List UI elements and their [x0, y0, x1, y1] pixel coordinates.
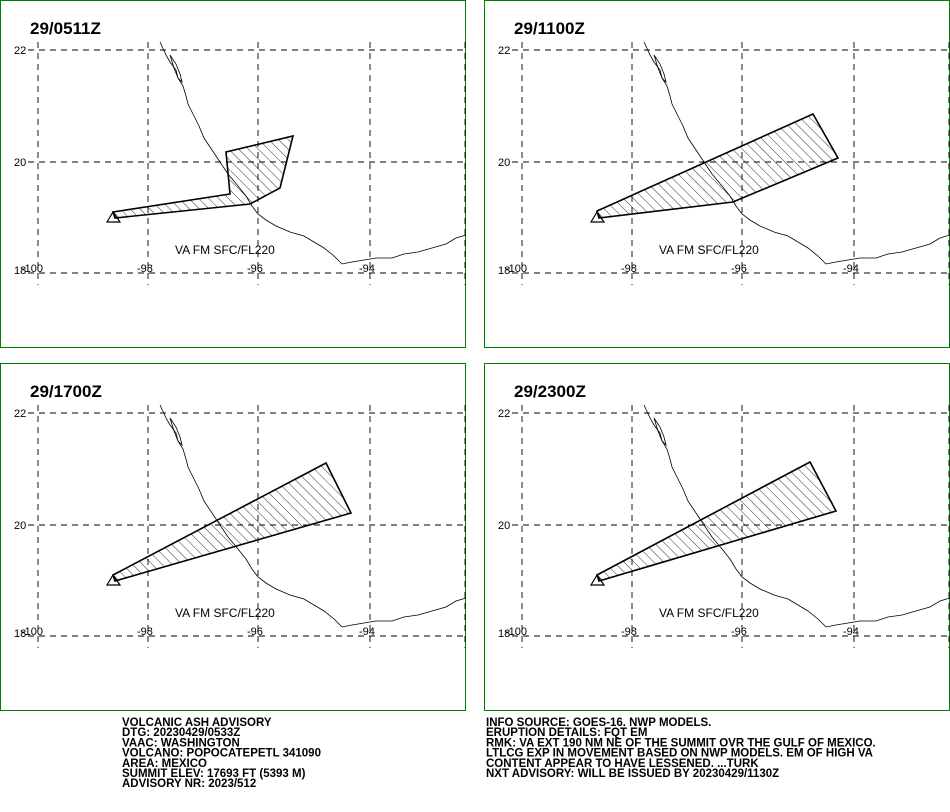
advisory-line: RMK: VA EXT 190 NM NE OF THE SUMMIT OVR …: [486, 737, 876, 749]
level-label: VA FM SFC/FL220: [175, 606, 275, 620]
lat-label: 22: [498, 45, 510, 57]
lat-label: 22: [14, 408, 26, 420]
volcano-symbol: [589, 573, 606, 586]
lat-label: 18: [14, 628, 26, 640]
lon-label: -96: [731, 626, 747, 638]
advisory-line: LTLCG EXP IN MOVEMENT BASED ON NWP MODEL…: [486, 748, 873, 760]
lon-label: -100: [21, 263, 43, 275]
time-label: 29/1100Z: [514, 19, 585, 38]
ash-area: [596, 460, 838, 582]
island: [653, 417, 667, 447]
panel-border: [0, 0, 466, 348]
advisory-line: CONTENT APPEAR TO HAVE LESSENED. ...TURK: [486, 758, 759, 770]
lat-label: 20: [498, 520, 510, 532]
lat-label: 20: [14, 520, 26, 532]
volcano-symbol: [105, 573, 122, 586]
level-label: VA FM SFC/FL220: [659, 243, 759, 257]
lat-label: 20: [498, 157, 510, 169]
map-panel: 29/2300Z VA FM SFC/FL220 22 20 18-100 -98 -96 -…: [484, 363, 950, 711]
lon-label: -96: [247, 626, 263, 638]
ash-area: [112, 461, 353, 582]
advisory-line: INFO SOURCE: GOES-16. NWP MODELS.: [486, 717, 711, 729]
lon-label: -98: [621, 263, 637, 275]
level-label: VA FM SFC/FL220: [659, 606, 759, 620]
level-label: VA FM SFC/FL220: [175, 243, 275, 257]
volcano-symbol: [105, 210, 122, 223]
lat-label: 18: [498, 265, 510, 277]
time-label: 29/2300Z: [514, 382, 586, 401]
island: [169, 54, 183, 84]
time-label: 29/0511Z: [30, 19, 101, 38]
lon-label: -96: [247, 263, 263, 275]
time-label: 29/1700Z: [30, 382, 102, 401]
ash-area: [111, 134, 295, 219]
volcano-symbol: [589, 210, 606, 223]
map-panel: 29/1100Z VA FM SFC/FL220 22 20 18-100 -98 -96 -…: [484, 0, 950, 348]
lon-label: -94: [843, 626, 859, 638]
lon-label: -98: [137, 626, 153, 638]
advisory-line: VOLCANO: POPOCATEPETL 341090: [122, 748, 321, 760]
panel-border: [0, 363, 466, 711]
advisory-line: NXT ADVISORY: WILL BE ISSUED BY 20230429…: [486, 768, 779, 780]
ash-area: [596, 112, 840, 219]
lon-label: -98: [621, 626, 637, 638]
island: [653, 54, 667, 84]
lon-label: -96: [731, 263, 747, 275]
coastline: [159, 41, 467, 265]
map-panel: 29/0511Z VA FM SFC/FL220 22 20 18-100 -98 -96 -…: [0, 0, 467, 348]
lat-label: 18: [14, 265, 26, 277]
coastline: [643, 41, 950, 265]
lat-label: 18: [498, 628, 510, 640]
advisory-line: VOLCANIC ASH ADVISORY: [122, 717, 272, 729]
coastline: [643, 404, 950, 628]
lon-label: -100: [505, 263, 527, 275]
island: [169, 417, 183, 447]
advisory-line: ERUPTION DETAILS: FQT EM: [486, 727, 647, 739]
lon-label: -98: [137, 263, 153, 275]
coastline: [159, 404, 467, 628]
lat-label: 22: [14, 45, 26, 57]
lon-label: -100: [505, 626, 527, 638]
advisory-line: VAAC: WASHINGTON: [122, 737, 240, 749]
lon-label: -94: [359, 263, 375, 275]
advisory-line: AREA: MEXICO: [122, 758, 207, 770]
lon-label: -94: [843, 263, 859, 275]
lat-label: 20: [14, 157, 26, 169]
advisory-line: DTG: 20230429/0533Z: [122, 727, 240, 739]
map-panel: 29/1700Z VA FM SFC/FL220 22 20 18-100 -98 -96 -…: [0, 363, 467, 711]
lon-label: -100: [21, 626, 43, 638]
lon-label: -94: [359, 626, 375, 638]
lat-label: 22: [498, 408, 510, 420]
advisory-line: SUMMIT ELEV: 17693 FT (5393 M): [122, 768, 306, 780]
advisory-line: ADVISORY NR: 2023/512: [122, 778, 256, 790]
